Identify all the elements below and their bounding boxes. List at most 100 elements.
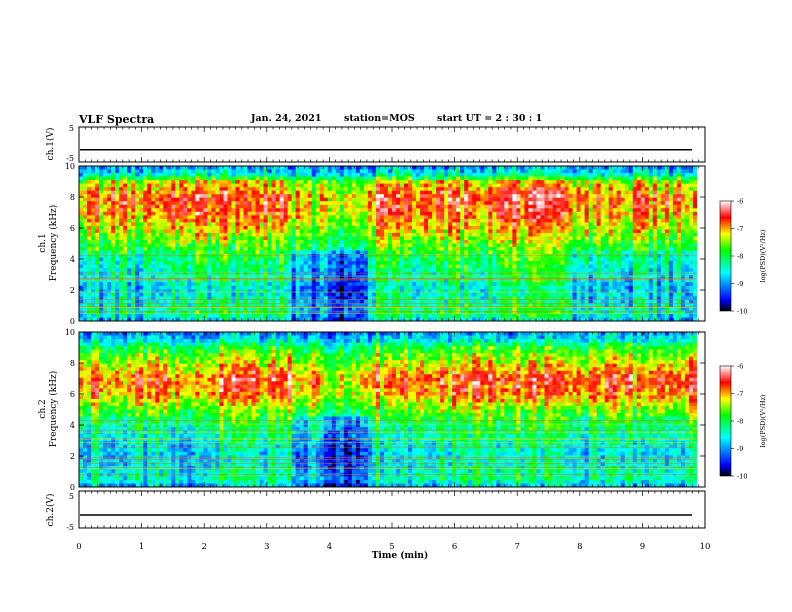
spectrogram-cell [107, 201, 112, 206]
spectrogram-cell [111, 278, 116, 283]
spectrogram-cell [428, 204, 433, 209]
spectrogram-cell [267, 264, 273, 269]
spectrogram-cell [404, 190, 409, 195]
spectrogram-cell [203, 247, 208, 251]
spectrogram-cell [163, 257, 168, 262]
spectrogram-cell [283, 194, 289, 199]
spectrogram-cell [135, 261, 140, 266]
spectrogram-cell [351, 303, 357, 308]
spectrogram-cell [215, 169, 220, 174]
spectrogram-cell [163, 282, 168, 287]
spectrogram-cell [516, 190, 521, 195]
spectrogram-cell [355, 278, 361, 283]
spectrogram-cell [203, 204, 208, 209]
spectrogram-cell [307, 183, 313, 188]
spectrogram-cell [247, 176, 252, 181]
spectrogram-cell [484, 282, 489, 287]
spectrogram-cell [508, 197, 513, 202]
spectrogram-cell [488, 215, 493, 220]
spectrogram-cell [171, 208, 176, 213]
spectrogram-cell [243, 257, 248, 262]
spectrogram-cell [448, 187, 453, 192]
spectrogram-cell [516, 225, 521, 230]
spectrogram-cell [183, 306, 188, 311]
spectrogram-cell [492, 229, 497, 234]
spectrogram-cell [396, 169, 401, 174]
spectrogram-cell [163, 180, 168, 185]
spectrogram-cell [267, 306, 273, 311]
spectrogram-cell [139, 183, 144, 188]
spectrogram-cell [371, 313, 377, 318]
spectrogram-cell [444, 289, 449, 294]
spectrogram-cell [299, 166, 305, 170]
spectrogram-cell [267, 285, 273, 290]
spectrogram-cell [111, 201, 116, 206]
spectrogram-cell [195, 222, 200, 227]
spectrogram-cell [476, 250, 481, 255]
spectrogram-cell [327, 282, 333, 287]
spectrogram-cell [243, 289, 248, 294]
spectrogram-cell [299, 303, 305, 308]
spectrogram-cell [420, 285, 425, 290]
spectrogram-cell [315, 257, 321, 262]
spectrogram-cell [95, 169, 100, 174]
spectrogram-cell [327, 261, 333, 266]
spectrogram-cell [255, 317, 260, 322]
spectrogram-cell [195, 257, 200, 262]
spectrogram-cell [119, 229, 124, 234]
spectrogram-cell [420, 289, 425, 294]
spectrogram-cell [327, 218, 333, 223]
spectrogram-cell [448, 254, 453, 258]
spectrogram-cell [468, 229, 473, 234]
spectrogram-cell [211, 299, 216, 304]
spectrogram-cell [315, 264, 321, 269]
spectrogram-cell [199, 222, 204, 227]
spectrogram-cell [135, 197, 140, 202]
spectrogram-cell [103, 243, 108, 248]
spectrogram-cell [508, 282, 513, 287]
spectrogram-cell [408, 169, 413, 174]
spectrogram-cell [263, 236, 268, 241]
spectrogram-cell [500, 197, 505, 202]
spectrogram-cell [303, 183, 309, 188]
spectrogram-cell [468, 176, 473, 181]
spectrogram-cell [115, 180, 120, 185]
spectrogram-cell [379, 282, 385, 287]
spectrogram-cell [287, 222, 293, 227]
spectrogram-cell [416, 183, 421, 188]
spectrogram-cell [436, 278, 441, 283]
spectrogram-cell [99, 190, 104, 195]
spectrogram-cell [480, 261, 485, 266]
spectrogram-cell [307, 176, 313, 181]
spectrogram-cell [412, 275, 417, 280]
spectrogram-cell [400, 197, 405, 202]
spectrogram-cell [508, 176, 513, 181]
spectrogram-cell [303, 299, 309, 304]
spectrogram-cell [379, 222, 385, 227]
spectrogram-cell [307, 236, 313, 241]
spectrogram-cell [420, 194, 425, 199]
spectrogram-cell [99, 180, 104, 185]
spectrogram-cell [247, 190, 252, 195]
spectrogram-cell [83, 204, 88, 209]
spectrogram-cell [131, 278, 136, 283]
spectrogram-cell [408, 271, 413, 276]
spectrogram-cell [151, 190, 156, 195]
spectrogram-cell [231, 278, 236, 283]
spectrogram-cell [155, 187, 160, 192]
spectrogram-cell [476, 292, 481, 297]
spectrogram-cell [307, 271, 313, 276]
spectrogram-cell [335, 239, 341, 244]
spectrogram-cell [456, 239, 461, 244]
spectrogram-cell [219, 225, 224, 230]
spectrogram-cell [83, 208, 88, 213]
spectrogram-cell [456, 166, 461, 170]
spectrogram-cell [416, 169, 421, 174]
spectrogram-cell [283, 201, 289, 206]
spectrogram-cell [347, 190, 353, 195]
spectrogram-cell [351, 180, 357, 185]
spectrogram-cell [291, 282, 297, 287]
spectrogram-cell [464, 303, 469, 308]
spectrogram-cell [99, 204, 104, 209]
spectrogram-cell [383, 310, 389, 315]
